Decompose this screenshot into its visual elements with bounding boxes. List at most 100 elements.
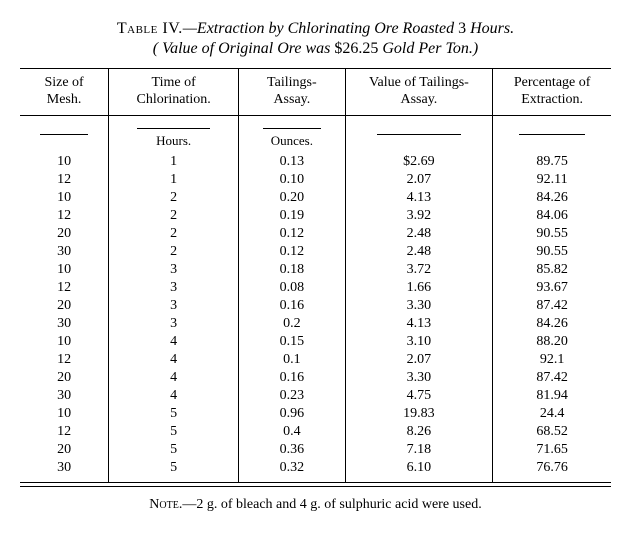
table-cell: 81.94 [493,387,611,405]
col-mesh-header: Size ofMesh. [20,69,109,116]
table-cell: 90.55 [493,243,611,261]
table-cell: 2 [109,189,239,207]
table-cell: 71.65 [493,441,611,459]
table-cell: 84.26 [493,315,611,333]
table-cell: 30 [20,243,109,261]
table-cell: 0.1 [239,351,345,369]
table-cell: 3.30 [345,297,493,315]
table-cell: 2 [109,225,239,243]
table-cell: 3.10 [345,333,493,351]
table-cell: 93.67 [493,279,611,297]
table-row: 1020.204.1384.26 [20,189,611,207]
table-cell: 0.18 [239,261,345,279]
table-row: 1040.153.1088.20 [20,333,611,351]
table-cell: 3.92 [345,207,493,225]
table-row: 2020.122.4890.55 [20,225,611,243]
note-label: Note. [149,497,182,512]
table-cell: 0.36 [239,441,345,459]
table-row: 1210.102.0792.11 [20,171,611,189]
unit-cell: Ounces. [239,115,345,153]
table-cell: 10 [20,333,109,351]
extraction-table: Size ofMesh. Time ofChlorination. Tailin… [20,68,611,487]
table-row: 2040.163.3087.42 [20,369,611,387]
table-cell: 1.66 [345,279,493,297]
table-cell: 0.2 [239,315,345,333]
title-label: Table IV. [117,20,183,37]
table-cell: 10 [20,261,109,279]
table-cell: 10 [20,405,109,423]
table-cell: 5 [109,423,239,441]
table-cell: 0.12 [239,243,345,261]
table-row: 3030.24.1384.26 [20,315,611,333]
table-cell: 0.19 [239,207,345,225]
subtitle-post: Gold Per Ton.) [378,40,478,57]
table-cell: 4 [109,387,239,405]
table-cell: $2.69 [345,153,493,171]
table-cell: 4.13 [345,189,493,207]
table-cell: 85.82 [493,261,611,279]
header-row: Size ofMesh. Time ofChlorination. Tailin… [20,69,611,116]
table-cell: 0.13 [239,153,345,171]
note-text: —2 g. of bleach and 4 g. of sulphuric ac… [182,497,481,512]
table-cell: 30 [20,459,109,483]
unit-cell [345,115,493,153]
table-cell: 3 [109,279,239,297]
table-cell: 92.11 [493,171,611,189]
table-row: 1030.183.7285.82 [20,261,611,279]
table-cell: 0.10 [239,171,345,189]
table-cell: 2.48 [345,225,493,243]
table-cell: 4.75 [345,387,493,405]
table-cell: 20 [20,441,109,459]
table-cell: 87.42 [493,297,611,315]
table-cell: 3 [109,261,239,279]
table-bottom-rule [20,482,611,486]
table-cell: 84.06 [493,207,611,225]
table-cell: 90.55 [493,225,611,243]
table-row: 1240.12.0792.1 [20,351,611,369]
table-cell: 12 [20,171,109,189]
title-desc-pre: —Extraction by Chlorinating Ore Roasted [183,20,458,37]
table-cell: 2 [109,207,239,225]
table-cell: 12 [20,423,109,441]
col-value-header: Value of Tailings-Assay. [345,69,493,116]
title-desc-post: Hours. [466,20,514,37]
unit-cell [20,115,109,153]
table-cell: 68.52 [493,423,611,441]
table-cell: 0.32 [239,459,345,483]
table-row: 2030.163.3087.42 [20,297,611,315]
table-cell: 3 [109,315,239,333]
table-row: 1250.48.2668.52 [20,423,611,441]
table-cell: 2.07 [345,351,493,369]
table-cell: 0.15 [239,333,345,351]
table-note: Note.—2 g. of bleach and 4 g. of sulphur… [20,497,611,513]
table-cell: 12 [20,351,109,369]
table-row: 2050.367.1871.65 [20,441,611,459]
table-cell: 84.26 [493,189,611,207]
table-row: 3040.234.7581.94 [20,387,611,405]
table-cell: 6.10 [345,459,493,483]
table-cell: 2.07 [345,171,493,189]
unit-row: Hours.Ounces. [20,115,611,153]
table-body: Hours.Ounces.1010.13$2.6989.751210.102.0… [20,115,611,486]
table-row: 1050.9619.8324.4 [20,405,611,423]
table-cell: 0.08 [239,279,345,297]
table-cell: 0.16 [239,369,345,387]
table-cell: 5 [109,459,239,483]
table-cell: 0.20 [239,189,345,207]
table-cell: 10 [20,189,109,207]
table-cell: 20 [20,225,109,243]
table-cell: 1 [109,153,239,171]
table-cell: 3.30 [345,369,493,387]
table-cell: 4 [109,369,239,387]
table-cell: 0.16 [239,297,345,315]
table-cell: 30 [20,387,109,405]
table-cell: 0.4 [239,423,345,441]
table-cell: 3.72 [345,261,493,279]
table-cell: 4.13 [345,315,493,333]
table-cell: 88.20 [493,333,611,351]
table-cell: 87.42 [493,369,611,387]
table-cell: 19.83 [345,405,493,423]
table-cell: 12 [20,207,109,225]
table-cell: 0.23 [239,387,345,405]
table-cell: 4 [109,351,239,369]
